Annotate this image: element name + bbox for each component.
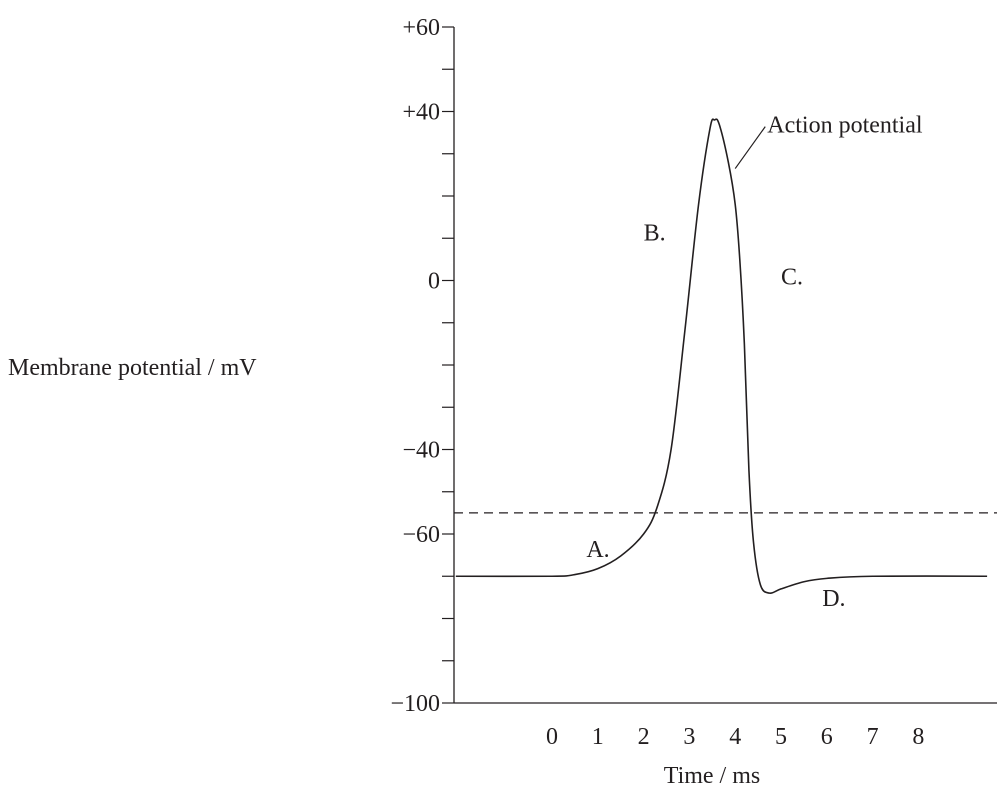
annotation-label: A. [586, 537, 609, 563]
action-potential-curve [455, 118, 988, 595]
annotation-label: D. [822, 586, 845, 612]
series-group [455, 118, 988, 595]
y-tick-label: 0 [428, 269, 440, 295]
x-tick-label: 1 [592, 724, 604, 750]
y-tick-label: −40 [402, 438, 440, 464]
y-tick-label: +40 [402, 100, 440, 126]
x-axis-title: Time / ms [664, 763, 760, 789]
y-tick-label: +60 [402, 15, 440, 41]
ticks: +60 +40 0 −40 −60 −100 0 1 2 3 4 5 6 7 8 [390, 15, 924, 750]
x-tick-label: 7 [867, 724, 879, 750]
y-tick-label: −100 [390, 691, 440, 717]
x-tick-label: 2 [638, 724, 650, 750]
x-tick-label: 6 [821, 724, 833, 750]
labels-group: A. B. C. D. Action potential [586, 113, 923, 612]
annotation-label: B. [644, 220, 666, 246]
series-label: Action potential [767, 113, 923, 139]
y-axis-title: Membrane potential / mV [8, 355, 257, 381]
annotation-label: C. [781, 265, 803, 291]
x-tick-label: 0 [546, 724, 558, 750]
x-tick-label: 3 [683, 724, 695, 750]
x-tick-label: 4 [729, 724, 741, 750]
series-label-leader [734, 126, 766, 169]
x-tick-label: 8 [912, 724, 924, 750]
y-tick-label: −60 [402, 522, 440, 548]
x-tick-label: 5 [775, 724, 787, 750]
